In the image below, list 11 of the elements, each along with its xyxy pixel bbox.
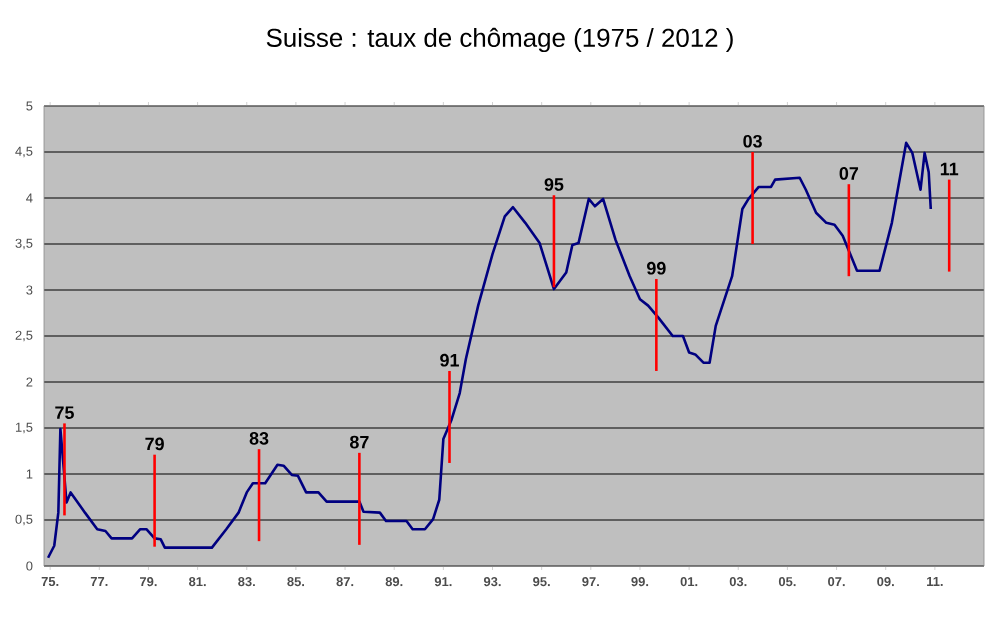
ref-line-label: 99 [646,261,666,275]
ref-line-label: 75 [55,406,74,420]
ref-line-label: 79 [145,437,164,451]
ref-line-label: 91 [440,353,459,367]
ref-line-label: 87 [349,435,369,449]
ref-line-label: 03 [743,134,762,148]
ref-line-label: 83 [249,432,269,445]
ref-line-label: 95 [544,178,564,191]
ref-line-label: 07 [839,167,859,180]
chart-title: Suisse : taux de chômage (1975 / 2012 ) [266,27,733,53]
ref-line-label: 11 [940,162,959,176]
